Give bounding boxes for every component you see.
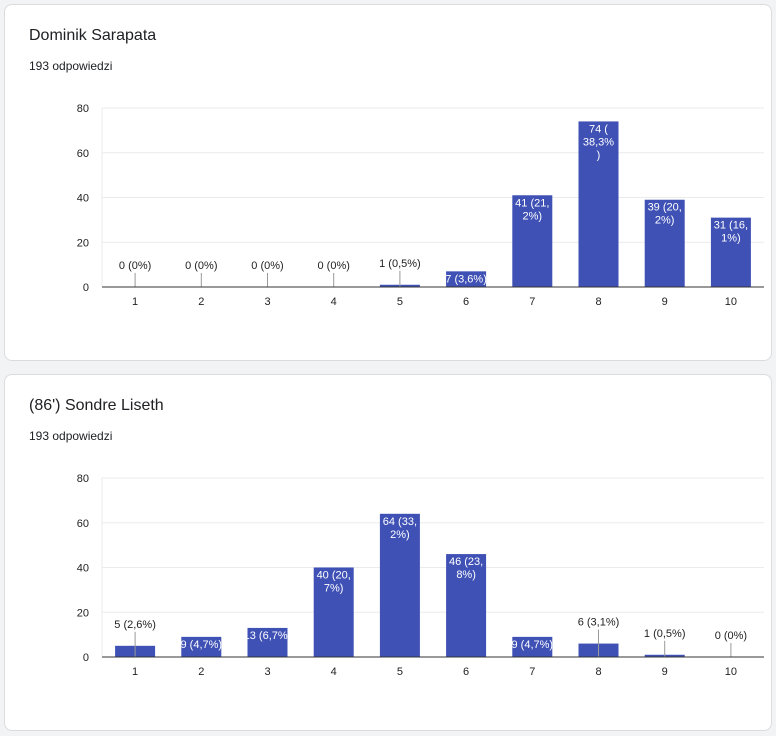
x-tick-label: 7 <box>529 296 535 308</box>
data-label: 31 (16, 1%) <box>714 220 748 245</box>
data-label: 0 (0%) <box>715 630 747 642</box>
bar <box>710 217 751 287</box>
data-label: 9 (4,7%) <box>181 639 223 651</box>
y-tick-label: 80 <box>77 103 89 115</box>
y-tick-label: 80 <box>77 473 89 485</box>
data-label: 0 (0%) <box>251 260 283 272</box>
x-tick-label: 4 <box>331 296 337 308</box>
data-label: 74 (38,3%) <box>583 123 614 161</box>
x-tick-label: 8 <box>595 666 601 678</box>
y-tick-label: 20 <box>77 237 89 249</box>
bar-chart: 0 20 40 60 80 1 0 (0%) 2 0 (0%) 3 0 (0%) 4 0 (0%) 5 1 … <box>77 103 764 308</box>
question-title: (86') Sondre Liseth <box>29 397 164 414</box>
bar <box>512 636 553 657</box>
data-label: 40 (20, 7%) <box>317 570 351 595</box>
x-tick-label: 2 <box>198 296 204 308</box>
data-label: 6 (3,1%) <box>578 617 620 629</box>
data-label: 41 (21, 2%) <box>515 197 549 222</box>
bar <box>181 636 222 657</box>
bar-chart: 0 20 40 60 80 1 5 (2,6%) 2 9 (4,7%) 3 13 (6,7%) 4 40… <box>77 473 764 678</box>
data-label: 13 (6,7%) <box>244 630 292 642</box>
x-tick-label: 5 <box>397 296 403 308</box>
response-count: 193 odpowiedzi <box>29 59 113 73</box>
data-label: 64 (33, 2%) <box>383 516 417 541</box>
x-tick-label: 7 <box>529 666 535 678</box>
data-label: 5 (2,6%) <box>114 619 156 631</box>
x-tick-label: 10 <box>725 666 737 678</box>
data-label: 0 (0%) <box>119 260 151 272</box>
y-tick-label: 60 <box>77 518 89 530</box>
data-label: 0 (0%) <box>317 260 349 272</box>
bar <box>379 513 420 657</box>
bar <box>446 271 487 287</box>
x-tick-label: 1 <box>132 296 138 308</box>
x-tick-label: 4 <box>331 666 337 678</box>
y-tick-label: 0 <box>83 282 89 294</box>
data-label: 39 (20, 2%) <box>648 202 682 227</box>
x-tick-label: 2 <box>198 666 204 678</box>
bar <box>446 554 487 657</box>
data-label: 1 (0,5%) <box>644 628 686 640</box>
x-tick-label: 8 <box>595 296 601 308</box>
y-tick-label: 0 <box>83 652 89 664</box>
question-card-1: Dominik Sarapata 193 odpowiedzi 0 20 40 60 8… <box>4 4 772 361</box>
y-tick-label: 40 <box>77 193 89 205</box>
x-tick-label: 9 <box>662 666 668 678</box>
x-tick-label: 3 <box>264 666 270 678</box>
y-tick-label: 20 <box>77 607 89 619</box>
question-card-2: (86') Sondre Liseth 193 odpowiedzi 0 20 40… <box>4 374 772 731</box>
x-tick-label: 1 <box>132 666 138 678</box>
question-title: Dominik Sarapata <box>29 27 157 44</box>
bar <box>578 121 619 287</box>
x-tick-label: 5 <box>397 666 403 678</box>
bar <box>247 627 288 657</box>
response-count: 193 odpowiedzi <box>29 429 113 443</box>
x-tick-label: 6 <box>463 666 469 678</box>
y-tick-label: 40 <box>77 563 89 575</box>
data-label: 9 (4,7%) <box>512 639 554 651</box>
data-label: 46 (23, 8%) <box>449 556 483 581</box>
bar <box>313 567 354 657</box>
data-label: 7 (3,6%) <box>445 273 487 285</box>
x-tick-label: 9 <box>662 296 668 308</box>
bar <box>512 195 553 287</box>
bar <box>644 199 685 287</box>
x-tick-label: 3 <box>264 296 270 308</box>
data-label: 1 (0,5%) <box>379 258 421 270</box>
data-label: 0 (0%) <box>185 260 217 272</box>
y-tick-label: 60 <box>77 148 89 160</box>
x-tick-label: 6 <box>463 296 469 308</box>
x-tick-label: 10 <box>725 296 737 308</box>
